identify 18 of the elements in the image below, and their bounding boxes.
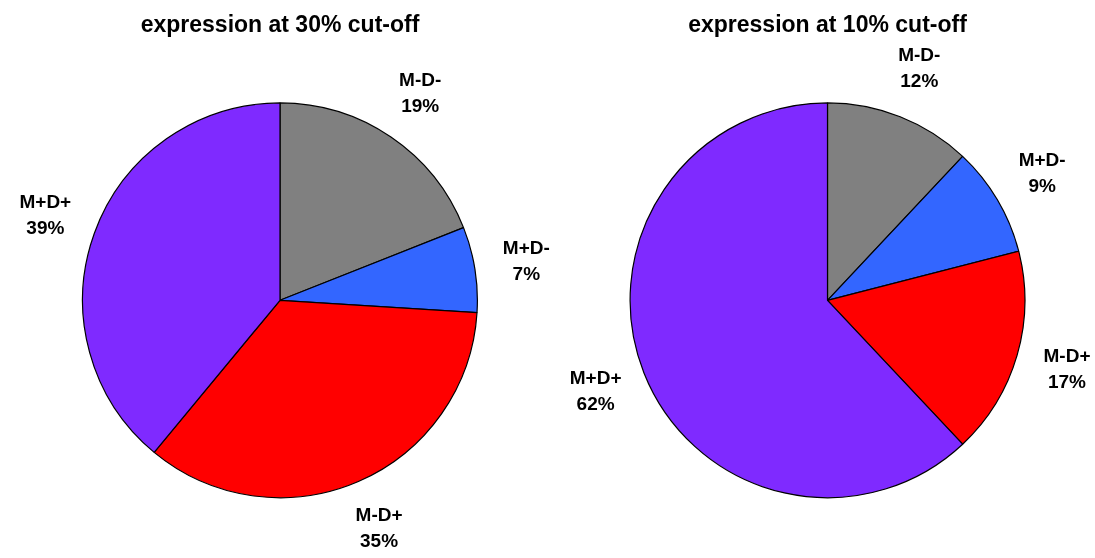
slice-label: M-D+ (1043, 345, 1091, 367)
slice-label: M+D+ (19, 191, 72, 213)
slice-label: M+D+ (569, 367, 622, 389)
slice-label: M+D- (1018, 148, 1066, 170)
chart-title: expression at 10% cut-off (688, 11, 968, 38)
data-label: 39% (26, 217, 65, 239)
slice-label: M-D- (898, 43, 941, 65)
data-label: 19% (401, 95, 440, 117)
data-label: 62% (576, 393, 615, 415)
slice-label: M+D- (502, 236, 550, 258)
data-label: 9% (1028, 174, 1056, 196)
data-label: 12% (900, 69, 939, 91)
slice-label: M-D+ (355, 504, 403, 526)
data-label: 7% (512, 262, 541, 284)
data-label: 17% (1047, 371, 1087, 393)
data-label: 35% (360, 530, 399, 552)
chart-title: expression at 30% cut-off (140, 11, 420, 38)
slice-label: M-D- (399, 69, 442, 91)
